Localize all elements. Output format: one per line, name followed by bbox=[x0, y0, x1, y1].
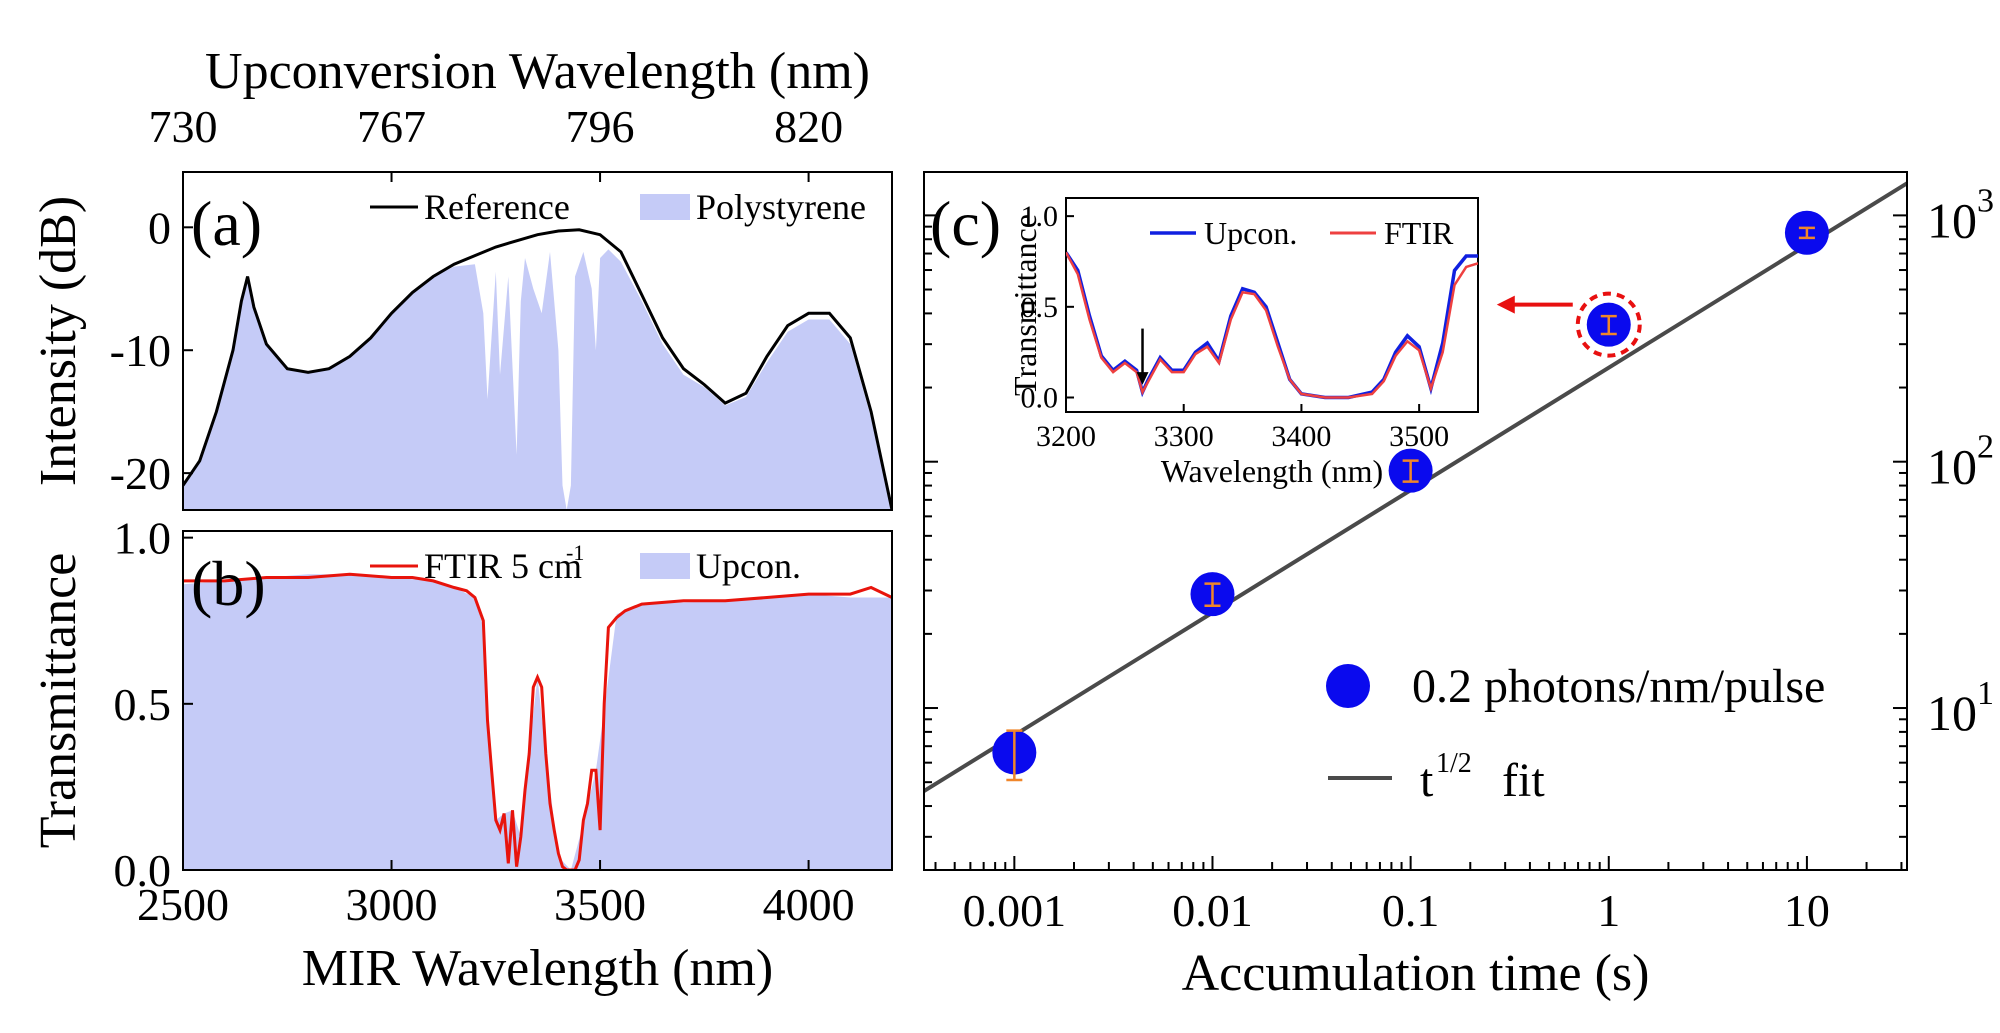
legend-swatch-polystyrene bbox=[640, 194, 690, 220]
inset-plot bbox=[1066, 251, 1478, 400]
y-tick-label: 0.5 bbox=[114, 679, 172, 730]
panel-label: (b) bbox=[191, 548, 266, 619]
y-tick-label: 0 bbox=[148, 202, 171, 253]
legend-swatch-points bbox=[1326, 664, 1370, 708]
x-tick-label: 0.001 bbox=[963, 885, 1067, 936]
panel-a-plot bbox=[183, 228, 892, 510]
inset-x-tick-label: 3500 bbox=[1389, 420, 1449, 453]
y-tick-label-base: 10 bbox=[1927, 685, 1977, 741]
panel-b-frame bbox=[182, 530, 893, 871]
x-axis-label: MIR Wavelength (nm) bbox=[302, 940, 773, 997]
inset-frame bbox=[1065, 197, 1479, 413]
y-tick-label-base: 10 bbox=[1927, 192, 1977, 248]
highlight-circle bbox=[1575, 291, 1642, 358]
top-tick-label: 730 bbox=[149, 101, 218, 152]
highlight-arrow-head bbox=[1496, 295, 1515, 314]
panel-label: (c) bbox=[930, 188, 1001, 259]
legend-label-polystyrene: Polystyrene bbox=[696, 187, 866, 227]
y-tick-label-base: 10 bbox=[1927, 439, 1977, 495]
panel-label: (a) bbox=[191, 188, 262, 259]
inset-series-upcon bbox=[1066, 251, 1478, 400]
inset-series-ftir bbox=[1066, 251, 1478, 399]
inset-y-tick-label: 1.0 bbox=[1021, 200, 1059, 233]
x-tick-label: 3000 bbox=[346, 879, 438, 930]
legend-label-ftir-superscript: -1 bbox=[566, 540, 584, 565]
legend-swatch-upcon bbox=[640, 553, 690, 579]
inset-arrow-head bbox=[1136, 372, 1149, 385]
series-line-ftir bbox=[183, 572, 892, 870]
y-tick-label-exponent: 2 bbox=[1977, 429, 1994, 466]
top-axis-label: Upconversion Wavelength (nm) bbox=[205, 43, 870, 100]
x-tick-label: 2500 bbox=[137, 879, 229, 930]
inset-y-tick-label: 0.0 bbox=[1021, 381, 1059, 414]
panel-b-plot bbox=[183, 572, 892, 870]
y-axis-label: Intensity (dB) bbox=[30, 196, 87, 486]
y-tick-label: 0.0 bbox=[114, 845, 172, 896]
legend-label-points: 0.2 photons/nm/pulse bbox=[1412, 660, 1825, 713]
y-axis-label: Transmittance bbox=[30, 553, 87, 849]
top-tick-label: 796 bbox=[566, 101, 635, 152]
top-tick-label: 767 bbox=[357, 101, 426, 152]
x-tick-label: 0.01 bbox=[1172, 885, 1253, 936]
series-area-polystyrene bbox=[183, 249, 892, 510]
legend-label-fit-t: t bbox=[1420, 754, 1434, 807]
inset-y-axis-label: Transmittance bbox=[1007, 214, 1043, 396]
y-tick-label: -20 bbox=[110, 448, 171, 499]
legend-label-reference: Reference bbox=[424, 187, 570, 227]
legend-label-fit-word: fit bbox=[1502, 754, 1545, 807]
legend-label-ftir: FTIR 5 cm bbox=[424, 546, 582, 586]
series-line-reference bbox=[183, 228, 892, 510]
inset-legend-label-ftir: FTIR bbox=[1384, 215, 1454, 251]
y-tick-label-exponent: 1 bbox=[1977, 675, 1994, 712]
x-tick-label: 3500 bbox=[554, 879, 646, 930]
panel-b: 0.0 0.5 1.0 2500 3000 3500 4000 MIR Wavelength … bbox=[30, 513, 893, 997]
inset-x-tick-label: 3300 bbox=[1154, 420, 1214, 453]
y-tick-label-exponent: 3 bbox=[1977, 182, 1994, 219]
x-tick-label: 4000 bbox=[763, 879, 855, 930]
inset-x-tick-label: 3200 bbox=[1036, 420, 1096, 453]
x-tick-label: 0.1 bbox=[1382, 885, 1440, 936]
inset-legend-label-upcon: Upcon. bbox=[1204, 215, 1297, 251]
x-axis-label: Accumulation time (s) bbox=[1182, 945, 1650, 1002]
x-tick-label: 10 bbox=[1784, 885, 1830, 936]
legend-label-fit-exponent: 1/2 bbox=[1436, 748, 1472, 779]
legend-label-upcon: Upcon. bbox=[696, 546, 801, 586]
x-tick-label: 1 bbox=[1597, 885, 1620, 936]
inset-x-tick-label: 3400 bbox=[1271, 420, 1331, 453]
y-tick-label: -10 bbox=[110, 325, 171, 376]
top-tick-label: 820 bbox=[774, 101, 843, 152]
panel-c-plot bbox=[924, 181, 1907, 793]
inset-y-tick-label: 0.5 bbox=[1021, 291, 1059, 324]
y-tick-label: 1.0 bbox=[114, 513, 172, 564]
panel-c-frame bbox=[923, 171, 1908, 871]
panel-a-frame bbox=[182, 171, 893, 511]
series-area-upcon bbox=[183, 574, 892, 870]
inset-x-axis-label: Wavelength (nm) bbox=[1161, 453, 1383, 489]
